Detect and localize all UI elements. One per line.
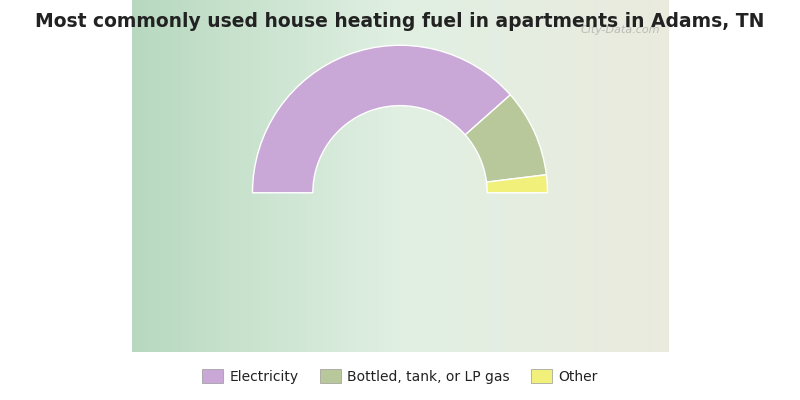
Text: Most commonly used house heating fuel in apartments in Adams, TN: Most commonly used house heating fuel in… bbox=[35, 12, 765, 31]
Wedge shape bbox=[253, 45, 510, 193]
Wedge shape bbox=[486, 175, 547, 193]
Text: City-Data.com: City-Data.com bbox=[580, 25, 660, 35]
Wedge shape bbox=[465, 95, 546, 182]
Legend: Electricity, Bottled, tank, or LP gas, Other: Electricity, Bottled, tank, or LP gas, O… bbox=[196, 364, 604, 390]
